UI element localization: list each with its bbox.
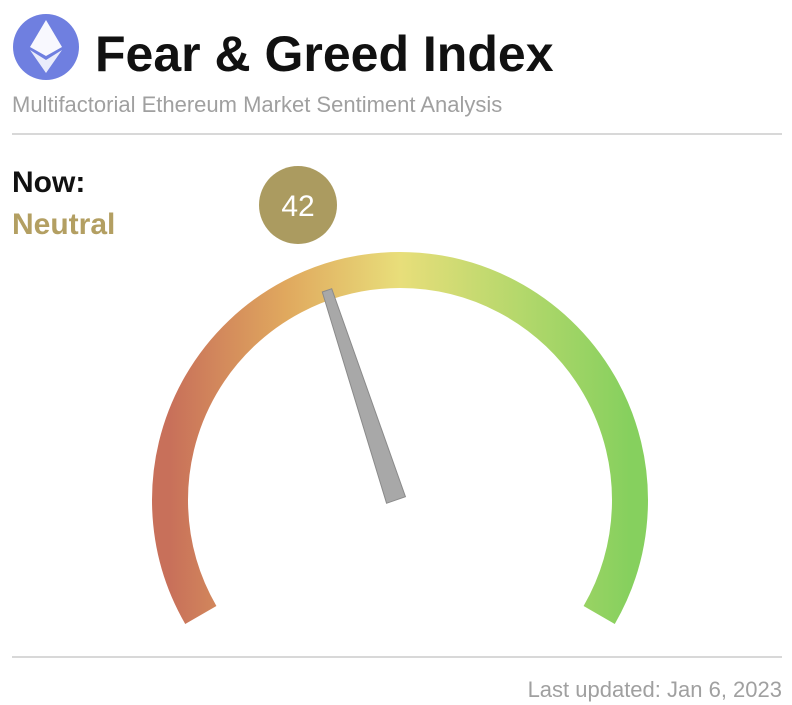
subtitle: Multifactorial Ethereum Market Sentiment… <box>12 92 502 117</box>
value-badge <box>259 166 337 244</box>
value-label: 42 <box>281 190 314 223</box>
status: Neutral <box>12 208 115 241</box>
needle <box>321 288 407 504</box>
now-label: Now: <box>12 166 85 199</box>
title: Fear & Greed Index <box>95 26 554 82</box>
eth-logo <box>13 14 79 80</box>
updated: Last updated: Jan 6, 2023 <box>528 677 782 702</box>
gauge-arc <box>152 252 648 624</box>
